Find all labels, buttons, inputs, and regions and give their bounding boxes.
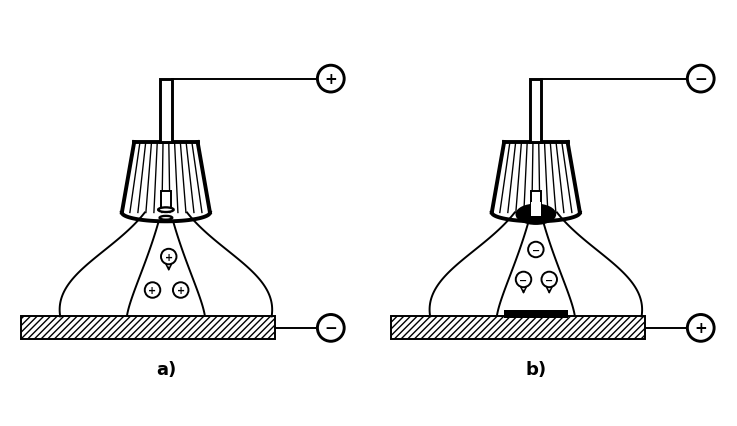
Bar [391,317,645,340]
Bar [161,192,171,210]
Circle shape [542,272,557,288]
Text: +: + [694,321,707,336]
Circle shape [318,315,344,342]
Text: +: + [148,285,156,295]
Text: −: − [545,275,553,285]
Bar [504,311,567,319]
Ellipse shape [158,208,174,213]
Text: b): b) [525,360,546,378]
Bar [530,79,542,143]
Bar [531,192,541,210]
Text: −: − [532,245,540,255]
Circle shape [516,272,531,288]
Text: +: + [324,72,337,87]
Bar [21,317,275,340]
Text: −: − [694,72,707,87]
Circle shape [161,249,176,265]
Circle shape [688,66,714,93]
Ellipse shape [160,216,172,220]
Circle shape [144,282,160,298]
Ellipse shape [517,205,555,225]
Text: −: − [324,321,337,336]
Circle shape [528,242,544,258]
Bar [531,202,541,216]
Text: +: + [164,252,172,262]
Text: +: + [177,285,185,295]
Text: a): a) [156,360,176,378]
Circle shape [318,66,344,93]
Circle shape [688,315,714,342]
Text: −: − [520,275,528,285]
Circle shape [173,282,189,298]
Bar [160,79,172,143]
